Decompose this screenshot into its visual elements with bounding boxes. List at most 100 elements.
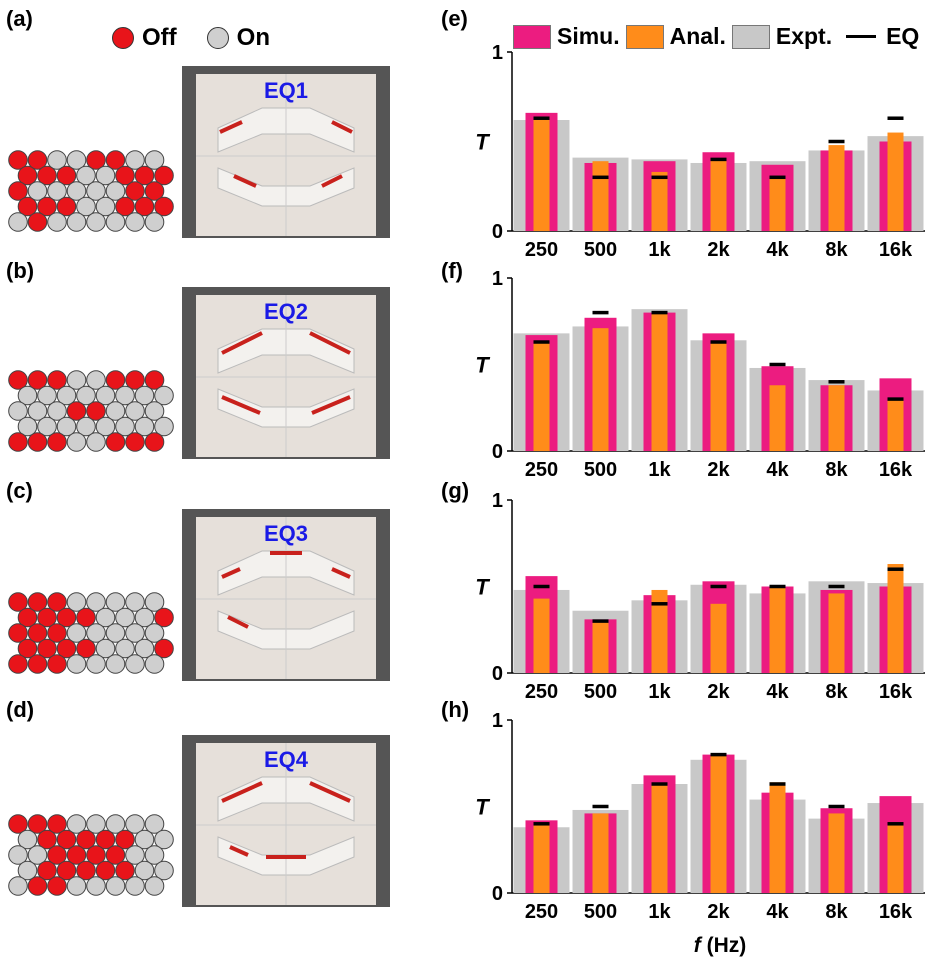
legend-on-label: On	[236, 24, 270, 51]
x-tick-label: 16k	[879, 901, 913, 923]
x-tick-label: 4k	[766, 901, 789, 923]
x-tick-label: 4k	[766, 239, 789, 261]
grid-cell	[8, 212, 28, 232]
red-strip	[221, 331, 263, 355]
grid-cell	[8, 876, 28, 896]
grid-cell	[144, 623, 165, 643]
grid-cell	[47, 401, 67, 421]
grid-cell	[27, 212, 48, 232]
y-tick-label: 1	[492, 268, 503, 290]
grid-cell	[66, 181, 87, 201]
grid-cell	[125, 432, 145, 452]
chart-e: (e) 0 1 T 250 500 1k 2k 4k 8k 16k	[441, 6, 925, 261]
grid-cell	[17, 165, 38, 186]
bar-anal	[592, 161, 609, 231]
grid-cell	[27, 181, 48, 201]
grid-cell	[134, 196, 155, 217]
state-legend: Off On	[112, 24, 270, 52]
grid-cell	[17, 638, 38, 659]
grid-cell	[47, 876, 67, 896]
grid-cell	[95, 385, 116, 406]
photo-eq4: EQ4	[182, 735, 390, 907]
grid-cell	[134, 416, 155, 437]
grid-cell	[17, 607, 38, 628]
grid-cell	[144, 150, 165, 170]
photo-eq1: EQ1	[182, 66, 390, 238]
grid-cell	[134, 860, 155, 881]
grid-cell	[86, 181, 106, 201]
grid-cell	[105, 150, 126, 170]
grid-cell	[76, 416, 96, 437]
bar-anal	[710, 159, 727, 231]
bar-anal	[887, 823, 904, 893]
photo-illustration	[196, 517, 376, 679]
red-strip	[233, 174, 257, 188]
grid-cell	[125, 181, 145, 201]
grid-cell	[66, 814, 87, 834]
grid-cell	[95, 165, 116, 186]
grid-cell	[95, 829, 116, 850]
grid-cell	[56, 196, 77, 217]
photo-eq2: EQ2	[182, 287, 390, 459]
grid-cell	[144, 401, 165, 421]
y-axis-label: T	[475, 795, 490, 820]
x-tick-label: 500	[584, 239, 617, 261]
bar-anal	[828, 145, 845, 231]
bar-anal	[533, 598, 550, 673]
grid-cell	[56, 829, 77, 850]
y-tick-label: 0	[492, 221, 503, 243]
grid-cell	[105, 845, 126, 865]
grid-cell	[56, 385, 77, 406]
grid-cell	[125, 623, 145, 643]
grid-cell	[76, 829, 96, 850]
red-strip	[229, 845, 249, 857]
grid-cell	[27, 654, 48, 674]
grid-cell	[86, 432, 106, 452]
grid-cell	[134, 638, 155, 659]
grid-cell	[86, 876, 106, 896]
chart-panel-label: (f)	[441, 258, 463, 283]
x-tick-label: 250	[525, 239, 558, 261]
y-tick-label: 1	[492, 710, 503, 732]
grid-cell	[37, 607, 57, 628]
grid-cell	[47, 370, 67, 390]
grid-cell	[56, 607, 77, 628]
grid-cell	[144, 814, 165, 834]
grid-cell	[27, 150, 48, 170]
x-tick-label: 16k	[879, 681, 913, 703]
bar-anal	[769, 782, 786, 893]
grid-cell	[134, 385, 155, 406]
grid-cell	[105, 592, 126, 612]
grid-cell	[86, 150, 106, 170]
grid-cell	[56, 165, 77, 186]
grid-cell	[105, 623, 126, 643]
grid-cell	[105, 370, 126, 390]
panel-label-a: (a)	[6, 6, 33, 31]
grid-cell	[76, 196, 96, 217]
grid-cell	[27, 401, 48, 421]
red-strip	[227, 615, 249, 629]
grid-cell	[144, 654, 165, 674]
grid-cell	[125, 370, 145, 390]
grid-cell	[27, 592, 48, 612]
y-tick-label: 0	[492, 883, 503, 905]
photo-eq3: EQ3	[182, 509, 390, 681]
chart-h: (h) 0 1 T 250 500 1k 2k 4k 8k 16k	[441, 697, 925, 923]
grid-cell	[37, 165, 57, 186]
x-tick-label: 2k	[707, 239, 730, 261]
grid-cell	[27, 876, 48, 896]
photo-illustration	[196, 295, 376, 457]
x-tick-label: 250	[525, 459, 558, 481]
state-grid-4	[8, 814, 174, 896]
grid-cell	[56, 638, 77, 659]
grid-cell	[154, 416, 174, 437]
grid-cell	[125, 401, 145, 421]
grid-cell	[95, 607, 116, 628]
red-strip	[221, 395, 261, 415]
grid-cell	[27, 845, 48, 865]
bar-anal	[651, 589, 668, 673]
grid-cell	[66, 432, 87, 452]
x-tick-label: 8k	[825, 239, 848, 261]
x-tick-label: 500	[584, 901, 617, 923]
bar-anal	[769, 385, 786, 451]
